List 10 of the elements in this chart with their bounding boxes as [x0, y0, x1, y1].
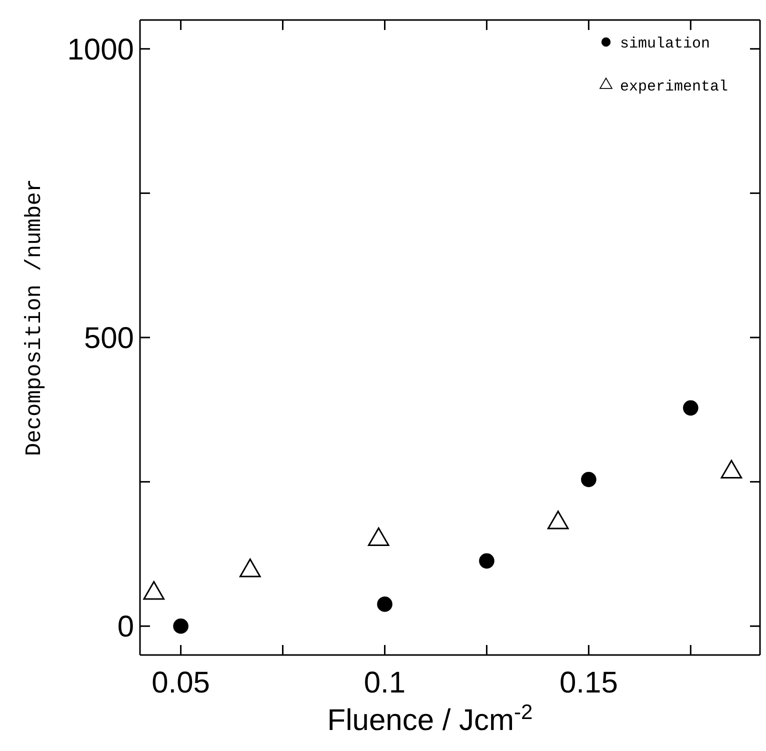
x-tick-label: 0.1 — [364, 666, 406, 700]
y-axis-title: Decomposition /number — [22, 178, 47, 456]
x-tick-label: 0.05 — [152, 666, 210, 700]
y-tick-label: 1000 — [67, 33, 134, 66]
y-tick-label: 500 — [84, 322, 134, 355]
legend-label: experimental — [620, 78, 728, 96]
y-tick-label: 0 — [117, 610, 134, 644]
legend-label: simulation — [620, 35, 710, 52]
x-axis-title: Fluence / Jcm$^{-2}$ — [327, 700, 533, 737]
x-tick-label: 0.15 — [559, 666, 618, 700]
